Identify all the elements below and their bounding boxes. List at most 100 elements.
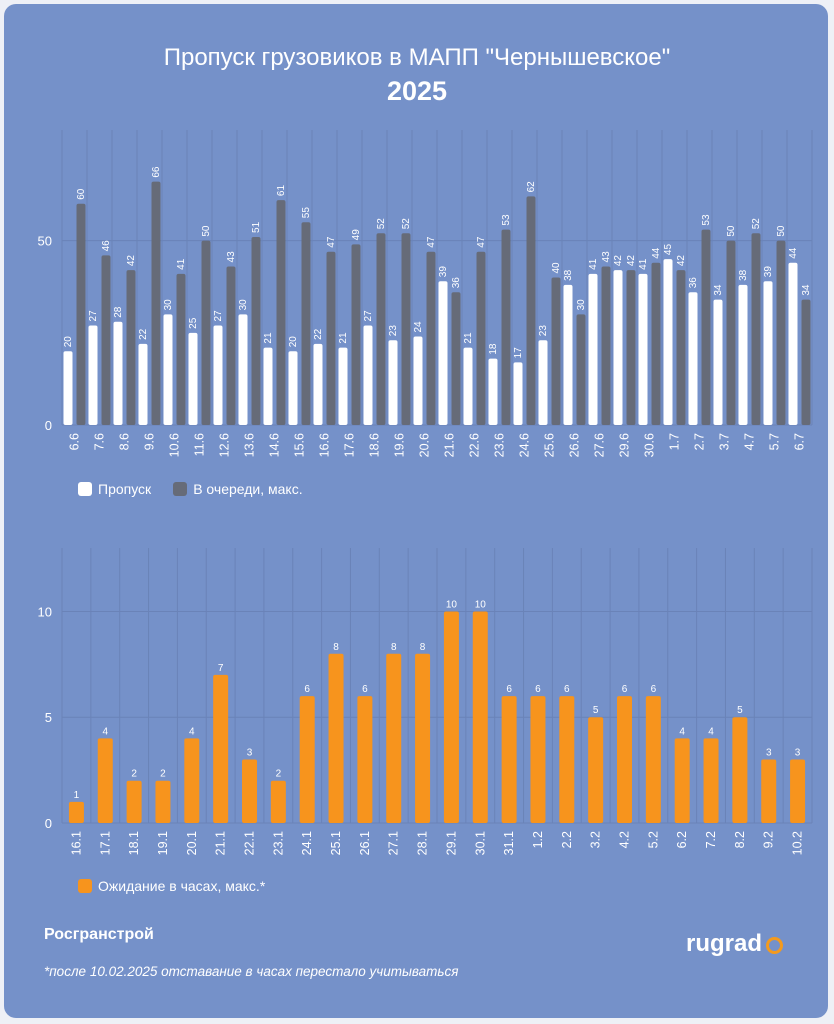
legend-swatch-queue xyxy=(173,482,188,496)
chart0-x-tick-label: 1.7 xyxy=(668,433,682,450)
chart0-bar xyxy=(451,292,461,425)
chart0-bar xyxy=(226,266,236,425)
legend-label-propusk: Пропуск xyxy=(98,481,152,497)
chart1-x-tick-label: 20.1 xyxy=(185,831,199,855)
chart1-data-label: 5 xyxy=(593,705,599,716)
chart1-data-label: 7 xyxy=(218,663,224,674)
chart1-y-tick-label: 0 xyxy=(45,816,52,831)
chart0-y-tick-label: 50 xyxy=(38,234,52,249)
chart0-data-label: 36 xyxy=(451,277,462,289)
chart1-x-tick-label: 26.1 xyxy=(358,831,372,855)
chart0-data-label: 38 xyxy=(738,269,749,281)
chart1-data-label: 8 xyxy=(391,642,397,653)
chart0-data-label: 42 xyxy=(676,255,687,267)
chart0-bar xyxy=(763,281,773,425)
legend-label-queue: В очереди, макс. xyxy=(193,481,303,497)
chart0-data-label: 52 xyxy=(376,218,387,230)
chart-title: Пропуск грузовиков в МАПП "Чернышевское" xyxy=(163,44,671,71)
chart0-data-label: 20 xyxy=(288,336,299,348)
chart0-bar xyxy=(601,266,611,425)
chart0-data-label: 50 xyxy=(201,225,212,237)
chart1-y-tick-label: 5 xyxy=(45,710,52,725)
chart1-x-tick-label: 10.2 xyxy=(791,831,805,855)
chart1-bar xyxy=(213,674,229,823)
chart1-bar xyxy=(559,696,575,823)
chart1-x-tick-label: 3.2 xyxy=(589,831,603,848)
legend-top: Пропуск В очереди, макс. xyxy=(78,481,303,497)
chart1-data-label: 8 xyxy=(420,642,426,653)
chart1-x-tick-label: 23.1 xyxy=(271,831,285,855)
chart0-x-tick-label: 6.7 xyxy=(793,433,807,450)
chart0-bar xyxy=(676,270,686,425)
chart1-data-label: 5 xyxy=(737,705,743,716)
chart0-data-label: 23 xyxy=(538,325,549,337)
chart0-x-tick-label: 4.7 xyxy=(743,433,757,450)
chart0-data-label: 21 xyxy=(338,332,349,344)
chart1-data-label: 2 xyxy=(160,769,166,780)
chart0-bar xyxy=(426,251,436,425)
chart0-x-tick-label: 6.6 xyxy=(68,433,82,450)
chart0-x-tick-label: 22.6 xyxy=(468,433,482,457)
chart0-x-tick-label: 14.6 xyxy=(268,433,282,457)
chart0-data-label: 34 xyxy=(801,284,812,296)
chart0-data-label: 52 xyxy=(751,218,762,230)
chart0-bar xyxy=(88,325,98,425)
chart0-x-tick-label: 2.7 xyxy=(693,433,707,450)
chart0-bar xyxy=(463,347,473,425)
chart0-data-label: 27 xyxy=(363,310,374,322)
chart0-data-label: 21 xyxy=(263,332,274,344)
chart1-data-label: 2 xyxy=(131,769,137,780)
chart0-bar xyxy=(363,325,373,425)
chart0-bar xyxy=(63,351,73,425)
chart0-bar xyxy=(126,270,136,425)
chart1-bar xyxy=(617,696,632,823)
chart0-x-tick-label: 16.6 xyxy=(318,433,332,457)
chart0-data-label: 52 xyxy=(401,218,412,230)
chart0-bar xyxy=(713,299,723,425)
chart0-data-label: 45 xyxy=(663,244,674,256)
chart0-bar xyxy=(688,292,698,425)
chart0-bar xyxy=(401,233,411,425)
chart0-x-tick-label: 15.6 xyxy=(293,433,307,457)
chart0-data-label: 36 xyxy=(688,277,699,289)
chart0-data-label: 18 xyxy=(488,343,499,355)
chart0-bar xyxy=(638,273,648,425)
chart0-bar xyxy=(751,233,761,425)
chart1-bar xyxy=(443,611,459,823)
chart1-data-label: 4 xyxy=(679,726,685,737)
chart1-data-label: 1 xyxy=(74,790,80,801)
chart0-x-tick-label: 18.6 xyxy=(368,433,382,457)
chart1-bar xyxy=(732,717,748,823)
chart1-data-label: 8 xyxy=(333,642,339,653)
chart1-x-tick-label: 5.2 xyxy=(646,831,660,848)
chart0-bar xyxy=(551,277,561,425)
chart0-data-label: 66 xyxy=(151,166,162,178)
chart0-x-tick-label: 10.6 xyxy=(168,433,182,457)
chart0-data-label: 40 xyxy=(551,262,562,274)
chart0-x-tick-label: 30.6 xyxy=(643,433,657,457)
chart0-data-label: 53 xyxy=(701,214,712,226)
chart1-data-label: 4 xyxy=(708,726,714,737)
chart0-x-tick-label: 27.6 xyxy=(593,433,607,457)
chart0-bar xyxy=(588,273,598,425)
chart1-bar xyxy=(242,759,257,823)
chart1-bar xyxy=(761,759,777,823)
chart1-bar xyxy=(501,696,517,823)
chart1-data-label: 10 xyxy=(475,599,487,610)
chart1-bar xyxy=(155,780,171,823)
chart0-x-tick-label: 7.6 xyxy=(93,433,107,450)
chart1-bar xyxy=(530,696,546,823)
chart0-x-tick-label: 26.6 xyxy=(568,433,582,457)
chart1-bar xyxy=(472,611,488,823)
chart1-x-tick-label: 28.1 xyxy=(416,831,430,855)
chart0-data-label: 41 xyxy=(176,258,187,270)
footnote: *после 10.02.2025 отставание в часах пер… xyxy=(44,964,459,979)
chart1-x-tick-label: 24.1 xyxy=(300,831,314,855)
chart0-bar xyxy=(488,358,498,425)
chart0-bar xyxy=(313,343,323,425)
source-label: Росгранстрой xyxy=(44,926,154,943)
chart1-x-tick-label: 19.1 xyxy=(156,831,170,855)
chart1-data-label: 3 xyxy=(766,748,772,759)
chart0-bar xyxy=(276,200,286,425)
chart1-data-label: 6 xyxy=(564,684,570,695)
